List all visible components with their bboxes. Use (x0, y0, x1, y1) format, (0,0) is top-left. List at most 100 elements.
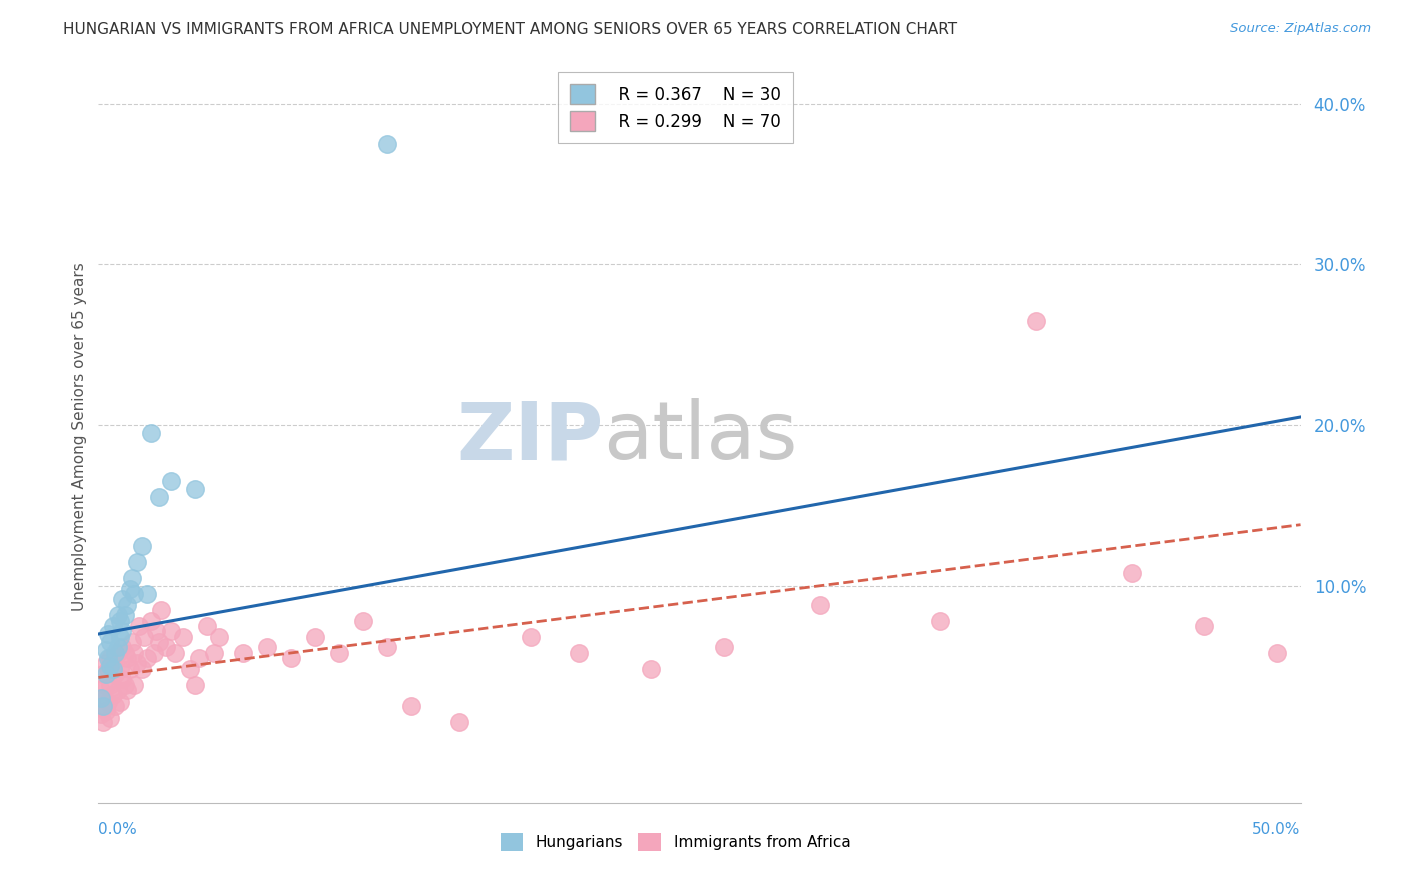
Point (91, 667, 114, 681)
Point (91, 699, 114, 714)
Point (104, 699, 127, 714)
Point (1025, 313, 1047, 327)
Text: 0.0%: 0.0% (98, 822, 138, 837)
Text: ZIP: ZIP (456, 398, 603, 476)
Point (108, 630, 131, 644)
Point (145, 624, 167, 638)
Point (91, 715, 114, 730)
Point (104, 646, 127, 660)
Point (114, 646, 136, 660)
Point (142, 646, 165, 660)
Point (256, 640, 278, 654)
Point (1121, 566, 1143, 580)
Point (124, 587, 146, 601)
Point (117, 651, 139, 665)
Point (117, 598, 139, 612)
Point (280, 651, 302, 665)
Point (304, 630, 326, 644)
Point (94, 656, 117, 670)
Point (114, 678, 136, 692)
Point (108, 614, 131, 628)
Point (94, 643, 117, 657)
Text: HUNGARIAN VS IMMIGRANTS FROM AFRICA UNEMPLOYMENT AMONG SENIORS OVER 65 YEARS COR: HUNGARIAN VS IMMIGRANTS FROM AFRICA UNEM… (63, 22, 957, 37)
Text: atlas: atlas (603, 398, 797, 476)
Text: Source: ZipAtlas.com: Source: ZipAtlas.com (1230, 22, 1371, 36)
Point (568, 646, 591, 660)
Point (195, 619, 218, 633)
Point (90, 707, 112, 722)
Point (713, 640, 735, 654)
Point (135, 587, 157, 601)
Point (108, 694, 131, 708)
Point (101, 619, 124, 633)
Point (100, 635, 122, 649)
Point (101, 662, 124, 676)
Point (107, 607, 129, 622)
Point (141, 425, 163, 440)
Point (111, 672, 134, 686)
Point (131, 662, 153, 676)
Point (114, 607, 136, 622)
Point (208, 630, 231, 644)
Text: 50.0%: 50.0% (1253, 822, 1301, 837)
Point (111, 624, 134, 638)
Point (107, 640, 129, 654)
Point (165, 646, 187, 660)
Point (121, 571, 143, 585)
Point (1194, 619, 1216, 633)
Point (100, 659, 122, 673)
Point (124, 678, 146, 692)
Point (352, 614, 374, 628)
Point (183, 678, 205, 692)
Point (141, 614, 163, 628)
Point (375, 136, 398, 151)
Point (124, 646, 146, 660)
Point (107, 683, 129, 698)
Point (107, 646, 129, 660)
Point (1265, 646, 1288, 660)
Point (97, 694, 120, 708)
Point (928, 614, 950, 628)
Point (97, 651, 120, 665)
Point (172, 630, 194, 644)
Point (100, 678, 122, 692)
Point (118, 662, 141, 676)
Point (121, 635, 143, 649)
Point (94, 678, 117, 692)
Point (155, 640, 177, 654)
Point (159, 475, 181, 489)
Point (101, 656, 124, 670)
Point (148, 635, 170, 649)
Point (100, 710, 122, 724)
Point (101, 688, 124, 702)
Point (149, 603, 172, 617)
Point (90, 683, 112, 698)
Point (90, 691, 112, 706)
Point (111, 640, 134, 654)
Point (135, 651, 157, 665)
Point (125, 656, 148, 670)
Point (159, 624, 181, 638)
Point (179, 662, 201, 676)
Point (132, 630, 155, 644)
Point (128, 619, 150, 633)
Point (104, 667, 127, 681)
Point (125, 555, 148, 569)
Point (94, 667, 117, 681)
Point (117, 683, 139, 698)
Point (111, 591, 134, 606)
Point (97, 627, 120, 641)
Point (118, 582, 141, 596)
Point (94, 704, 117, 718)
Point (232, 646, 254, 660)
Point (399, 699, 422, 714)
Point (183, 483, 205, 497)
Point (640, 662, 662, 676)
Y-axis label: Unemployment Among Seniors over 65 years: Unemployment Among Seniors over 65 years (72, 263, 87, 611)
Point (202, 646, 225, 660)
Legend: Hungarians, Immigrants from Africa: Hungarians, Immigrants from Africa (495, 827, 856, 857)
Point (91, 691, 114, 706)
Point (131, 539, 153, 553)
Point (520, 630, 543, 644)
Point (100, 651, 122, 665)
